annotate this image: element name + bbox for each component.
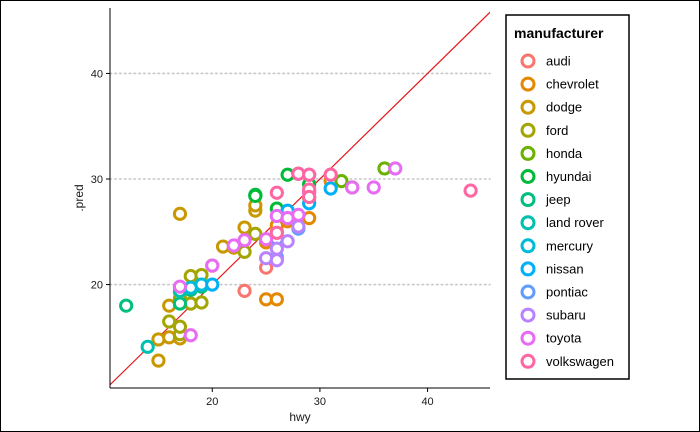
point-volkswagen: [323, 167, 338, 182]
point-ford: [194, 295, 209, 310]
point-toyota: [345, 180, 360, 195]
point-ford: [162, 314, 177, 329]
legend-key-toyota: [520, 330, 536, 346]
legend-label-pontiac: pontiac: [546, 285, 588, 300]
y-axis-title: .pred: [72, 184, 86, 211]
legend-key-land-rover: [520, 215, 536, 231]
point-chevrolet: [269, 292, 284, 307]
legend-label-chevrolet: chevrolet: [546, 77, 599, 92]
legend-key-jeep: [520, 192, 536, 208]
point-toyota: [388, 161, 403, 176]
legend-key-pontiac: [520, 284, 536, 300]
point-ford: [248, 226, 263, 241]
legend-label-nissan: nissan: [546, 261, 584, 276]
point-subaru: [280, 234, 295, 249]
point-dodge: [172, 206, 188, 221]
reference-line-layer: [110, 11, 490, 386]
point-toyota: [291, 207, 306, 222]
legend-key-chevrolet: [520, 76, 536, 92]
point-subaru: [269, 241, 284, 256]
legend-items: audi chevrolet dodge ford honda hyundai jeep la…: [520, 53, 614, 369]
point-toyota: [258, 232, 274, 247]
y-tick-label: 40: [91, 68, 103, 80]
point-ford: [172, 319, 188, 334]
point-nissan: [323, 181, 338, 196]
plot-panel: 20 30 40 20 30 40: [91, 8, 491, 408]
point-volkswagen: [302, 167, 317, 182]
point-subaru: [291, 219, 306, 234]
legend-key-audi: [520, 53, 536, 69]
x-tick-label: 20: [206, 396, 218, 408]
legend-label-volkswagen: volkswagen: [546, 354, 614, 369]
point-land-rover: [140, 339, 155, 354]
legend-label-jeep: jeep: [545, 192, 571, 207]
point-subaru: [269, 253, 284, 268]
x-axis-title: hwy: [289, 410, 310, 424]
legend-key-hyundai: [520, 169, 536, 184]
legend-label-honda: honda: [546, 146, 583, 161]
legend-key-dodge: [520, 99, 536, 115]
legend-key-ford: [520, 122, 536, 138]
x-tick-label: 40: [421, 396, 433, 408]
point-volkswagen: [302, 189, 317, 205]
identity-reference-line: [110, 11, 490, 386]
points-layer: [119, 161, 478, 368]
legend-label-subaru: subaru: [546, 308, 586, 323]
x-tick-label: 30: [314, 396, 326, 408]
legend-label-dodge: dodge: [546, 100, 582, 115]
point-toyota: [366, 180, 381, 195]
y-tick-label: 20: [91, 280, 103, 292]
y-axis-ticks: 20 30 40: [91, 68, 110, 292]
point-dodge: [237, 220, 252, 235]
point-dodge: [151, 353, 166, 368]
point-jeep: [119, 298, 134, 313]
x-axis-ticks: 20 30 40: [206, 388, 434, 408]
point-toyota: [226, 238, 241, 253]
point-toyota: [205, 258, 220, 273]
legend-key-honda: [520, 145, 536, 161]
point-toyota: [172, 279, 188, 294]
legend-label-audi: audi: [546, 54, 571, 69]
legend-label-hyundai: hyundai: [546, 169, 592, 184]
point-volkswagen: [463, 183, 478, 198]
y-tick-label: 30: [91, 174, 103, 186]
legend-title: manufacturer: [514, 25, 604, 41]
point-honda: [334, 174, 349, 189]
point-toyota: [183, 328, 198, 343]
legend-label-ford: ford: [546, 123, 568, 138]
point-hyundai: [248, 188, 263, 203]
point-nissan: [205, 277, 220, 292]
legend-key-mercury: [520, 238, 536, 254]
point-ford: [237, 244, 252, 259]
legend: manufacturer audi chevrolet dodge ford honda…: [505, 14, 630, 380]
legend-label-toyota: toyota: [546, 331, 582, 346]
point-jeep: [172, 296, 188, 311]
legend-key-nissan: [520, 261, 536, 277]
point-volkswagen: [269, 225, 284, 240]
legend-key-volkswagen: [520, 353, 536, 369]
legend-key-subaru: [520, 307, 536, 323]
legend-label-mercury: mercury: [546, 238, 593, 253]
legend-label-land-rover: land rover: [546, 215, 604, 230]
point-toyota: [237, 233, 252, 248]
point-volkswagen: [269, 185, 284, 200]
point-audi: [237, 283, 252, 298]
